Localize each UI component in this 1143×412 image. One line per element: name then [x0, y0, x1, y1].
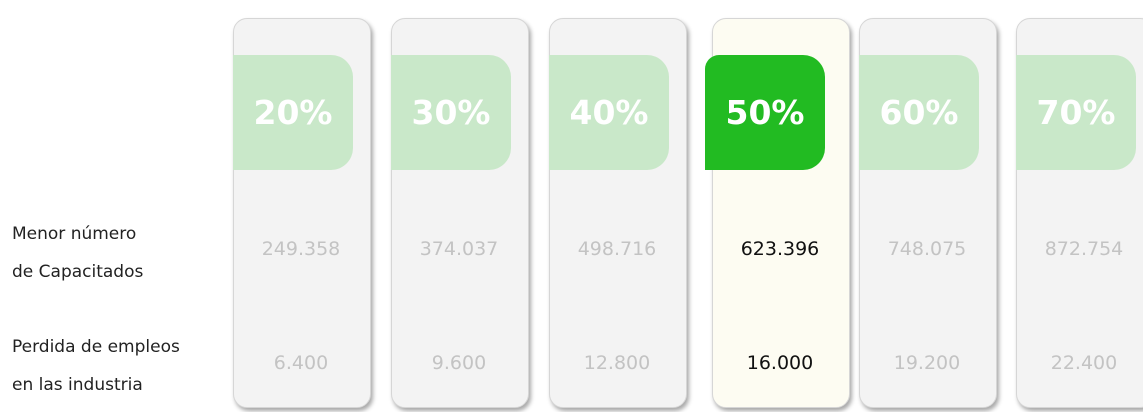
percent-tab: 30%: [391, 55, 511, 170]
row-label: en las industria: [12, 375, 143, 395]
capacitados-value: 748.075: [887, 238, 967, 260]
empleos-value: 9.600: [431, 352, 487, 374]
row-label: Perdida de empleos: [12, 337, 180, 357]
capacitados-value: 249.358: [261, 238, 341, 260]
empleos-value: 19.200: [893, 352, 961, 374]
capacitados-value: 498.716: [577, 238, 657, 260]
percent-tab: 40%: [549, 55, 669, 170]
capacitados-value: 374.037: [419, 238, 499, 260]
empleos-value: 12.800: [583, 352, 651, 374]
empleos-value: 16.000: [746, 352, 814, 374]
capacitados-value: 872.754: [1044, 238, 1124, 260]
empleos-value: 22.400: [1050, 352, 1118, 374]
percent-tab: 70%: [1016, 55, 1136, 170]
empleos-value: 6.400: [273, 352, 329, 374]
percent-tab: 50%: [705, 55, 825, 170]
capacitados-value: 623.396: [740, 238, 820, 260]
row-label: Menor número: [12, 224, 137, 244]
percent-tab: 60%: [859, 55, 979, 170]
percent-tab: 20%: [233, 55, 353, 170]
row-label: de Capacitados: [12, 262, 144, 282]
